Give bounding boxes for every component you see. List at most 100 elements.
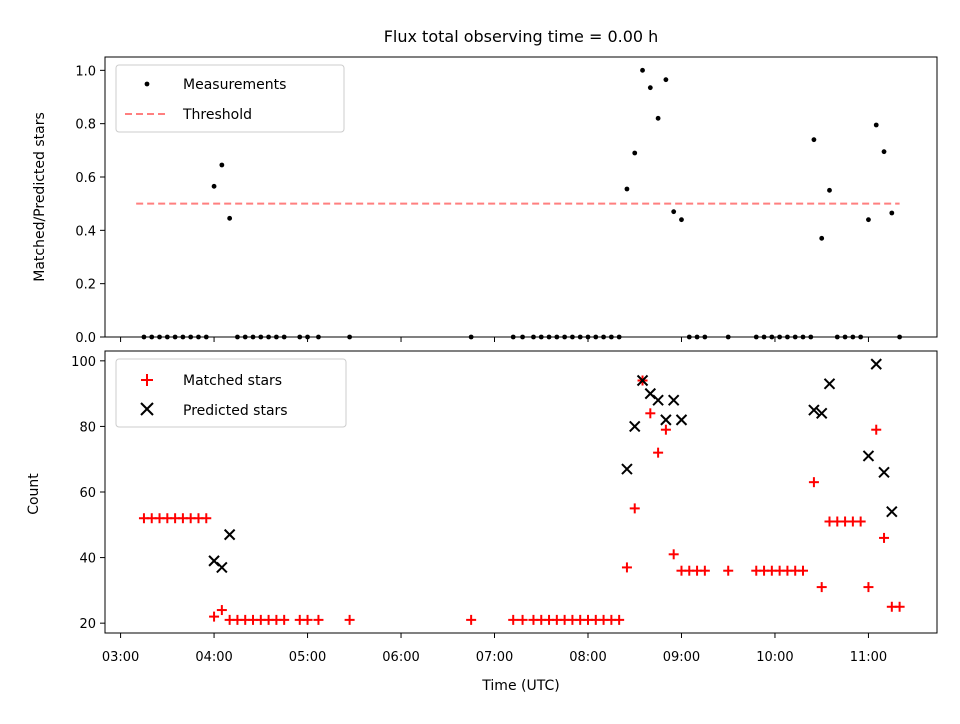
legend-matched-marker bbox=[141, 374, 153, 386]
measurement-point bbox=[866, 217, 871, 223]
predicted-star-point bbox=[862, 450, 875, 462]
matched-star-point bbox=[209, 611, 220, 622]
predicted-star-stroke bbox=[223, 528, 236, 541]
matched-star-point bbox=[894, 601, 905, 612]
predicted-star-point bbox=[629, 420, 641, 433]
matched-star-point bbox=[313, 614, 324, 625]
predicted-star-point bbox=[652, 394, 664, 406]
predicted-star-stroke bbox=[660, 414, 672, 426]
top-y-tick-label: 0.6 bbox=[75, 171, 96, 186]
matched-star-point bbox=[621, 562, 632, 573]
predicted-star-stroke bbox=[862, 450, 875, 462]
matched-star-points bbox=[138, 375, 905, 625]
bottom-y-tick-label: 20 bbox=[79, 617, 96, 632]
predicted-star-stroke bbox=[652, 394, 664, 406]
measurement-point bbox=[640, 67, 645, 73]
matched-star-point bbox=[660, 424, 671, 435]
matched-star-point bbox=[816, 582, 827, 593]
measurement-point bbox=[889, 210, 895, 216]
predicted-star-stroke bbox=[823, 378, 836, 390]
predicted-star-stroke bbox=[815, 407, 828, 420]
predicted-star-stroke bbox=[808, 404, 820, 416]
bottom-legend-box bbox=[115, 358, 347, 428]
predicted-star-points bbox=[208, 358, 898, 574]
predicted-star-point bbox=[621, 463, 633, 475]
chart-title: Flux total observing time = 0.00 h bbox=[384, 27, 659, 46]
predicted-star-stroke bbox=[886, 505, 898, 518]
matched-star-point bbox=[216, 605, 227, 616]
top-y-tick-label: 0.0 bbox=[75, 331, 96, 346]
legend-measurements-label: Measurements bbox=[183, 77, 286, 93]
predicted-star-stroke bbox=[621, 463, 633, 475]
x-tick-label: 09:00 bbox=[663, 650, 700, 665]
top-legend: Measurements Threshold bbox=[115, 64, 345, 133]
x-tick-label: 06:00 bbox=[382, 650, 419, 665]
measurement-point bbox=[671, 209, 677, 215]
predicted-star-stroke bbox=[644, 387, 657, 400]
x-tick-label: 07:00 bbox=[476, 650, 513, 665]
measurement-point bbox=[881, 149, 887, 155]
top-y-tick-label: 0.4 bbox=[75, 224, 96, 239]
predicted-star-point bbox=[636, 374, 649, 387]
predicted-star-stroke bbox=[629, 420, 641, 433]
bottom-axis-ticks: 20 40 60 80 100 03:00 04:00 05:00 06:00 07:00 08:0… bbox=[71, 355, 887, 665]
bottom-y-tick-label: 80 bbox=[79, 420, 96, 435]
bottom-y-tick-label: 60 bbox=[79, 486, 96, 501]
bottom-y-axis-label: Count bbox=[26, 473, 42, 515]
matched-star-point bbox=[629, 503, 640, 514]
predicted-star-point bbox=[823, 378, 836, 390]
matched-star-point bbox=[344, 614, 355, 625]
measurement-points bbox=[141, 67, 903, 340]
top-legend-box bbox=[115, 64, 345, 133]
measurement-point bbox=[655, 115, 661, 121]
matched-star-point bbox=[279, 614, 290, 625]
x-tick-label: 03:00 bbox=[102, 650, 139, 665]
legend-measurement-marker bbox=[144, 81, 150, 87]
predicted-star-point bbox=[815, 407, 828, 420]
x-tick-label: 08:00 bbox=[569, 650, 606, 665]
x-tick-label: 11:00 bbox=[850, 650, 887, 665]
matched-star-point bbox=[855, 516, 866, 527]
measurement-point bbox=[679, 217, 684, 223]
matched-star-point bbox=[614, 614, 625, 625]
matched-star-point bbox=[798, 565, 809, 576]
bottom-y-tick-label: 40 bbox=[79, 552, 96, 567]
measurement-point bbox=[624, 186, 630, 192]
matched-star-point bbox=[653, 447, 664, 458]
top-y-tick-label: 0.8 bbox=[75, 118, 96, 133]
predicted-star-point bbox=[886, 505, 898, 518]
measurement-point bbox=[647, 85, 653, 91]
bottom-y-tick-label: 100 bbox=[71, 355, 96, 370]
measurement-point bbox=[819, 235, 825, 241]
predicted-star-stroke bbox=[675, 414, 688, 426]
measurement-point bbox=[219, 162, 225, 168]
measurement-point bbox=[827, 187, 832, 193]
matched-star-point bbox=[723, 565, 734, 576]
top-y-tick-label: 0.2 bbox=[75, 278, 96, 293]
measurement-point bbox=[211, 183, 217, 189]
measurement-point bbox=[663, 77, 669, 83]
x-tick-label: 05:00 bbox=[289, 650, 326, 665]
x-axis-label: Time (UTC) bbox=[481, 678, 559, 694]
legend-matched-label: Matched stars bbox=[183, 373, 282, 389]
legend-threshold-label: Threshold bbox=[182, 107, 252, 123]
matched-star-point bbox=[879, 532, 890, 543]
bottom-axes-frame bbox=[104, 350, 938, 634]
predicted-star-stroke bbox=[667, 394, 680, 406]
matched-star-point bbox=[201, 513, 212, 524]
predicted-star-point bbox=[878, 466, 890, 479]
legend-predicted-label: Predicted stars bbox=[183, 403, 288, 419]
predicted-star-point bbox=[870, 358, 882, 370]
predicted-star-stroke bbox=[216, 561, 228, 574]
predicted-star-point bbox=[216, 561, 228, 574]
predicted-star-stroke bbox=[636, 374, 649, 387]
bottom-legend: Matched stars Predicted stars bbox=[115, 358, 347, 428]
legend-predicted-marker bbox=[140, 402, 154, 416]
x-tick-label: 10:00 bbox=[756, 650, 793, 665]
matched-star-point bbox=[699, 565, 710, 576]
measurement-point bbox=[227, 215, 233, 221]
top-y-axis-label: Matched/Predicted stars bbox=[32, 112, 48, 282]
measurement-point bbox=[811, 137, 817, 143]
predicted-star-stroke bbox=[878, 466, 890, 479]
